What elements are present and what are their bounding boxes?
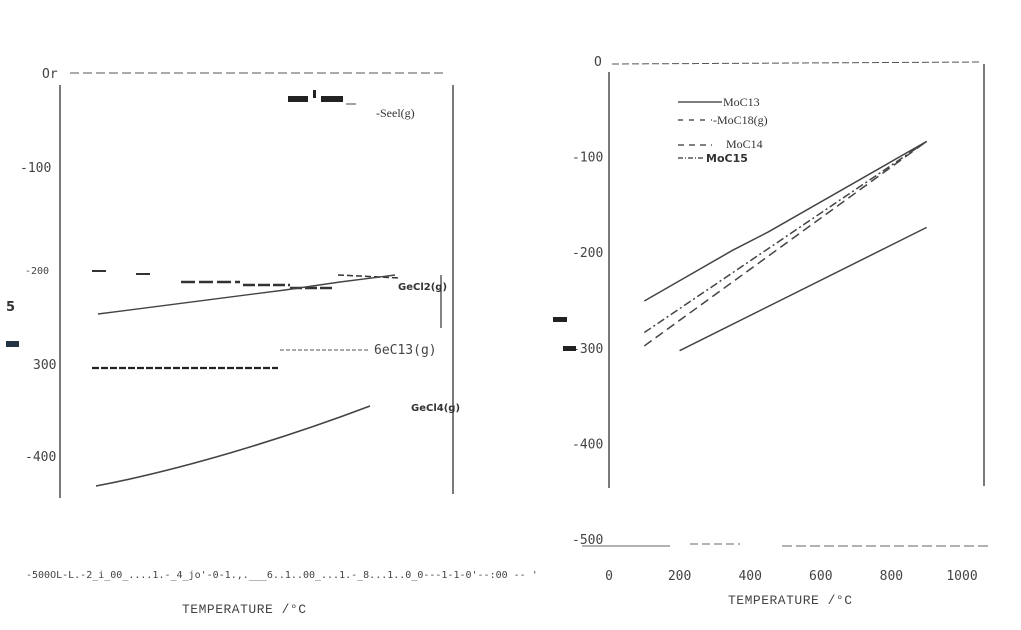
right-xtick-0: 0 bbox=[605, 569, 613, 584]
right-ytick-0: O bbox=[594, 55, 602, 70]
left-bottom-axis-text: -500OL-L.-2_i_00_....1.-_4_jo'-0-1.,.___… bbox=[26, 570, 538, 581]
label-gecl4: GeCl4(g) bbox=[411, 403, 460, 414]
right-top-border bbox=[611, 61, 983, 65]
left-ytick-100: -100 bbox=[20, 161, 51, 176]
label-gecl: -Seel(g) bbox=[376, 106, 415, 120]
right-series-line-2 bbox=[643, 140, 928, 347]
right-y-side-mark-1 bbox=[553, 317, 567, 322]
right-xtick-4: 800 bbox=[880, 569, 903, 584]
right-xtick-1: 200 bbox=[668, 569, 691, 584]
right-series-line-0 bbox=[679, 226, 928, 352]
left-series-gecl bbox=[288, 90, 356, 105]
left-ytick-0: Or bbox=[42, 67, 58, 82]
left-y-side-5: 5 bbox=[6, 300, 15, 315]
right-series-line-3 bbox=[643, 140, 928, 334]
right-ytick-4: -400 bbox=[572, 437, 603, 452]
label-gecl3: 6eC13(g) bbox=[374, 343, 437, 358]
legend-label-mocl5: MoC15 bbox=[706, 152, 748, 165]
legend-label-mocl3g: -MoC18(g) bbox=[713, 113, 768, 127]
right-chart: O-100-200-300-400-500 0 200 400 600 800 1000 … bbox=[553, 55, 990, 608]
right-series-line-1 bbox=[643, 140, 928, 302]
left-y-side-mark bbox=[6, 341, 19, 347]
gecl2-solid bbox=[97, 274, 396, 315]
gecl2-dash-6 bbox=[337, 274, 401, 279]
left-xlabel: TEMPERATURE /°C bbox=[182, 602, 307, 617]
label-gecl2: GeCl2(g) bbox=[398, 282, 447, 293]
right-legend: MoC13 -MoC18(g) MoC14 MoC15 bbox=[678, 95, 768, 165]
right-series bbox=[643, 140, 928, 352]
right-xtick-5: 1000 bbox=[946, 569, 977, 584]
right-xticks: 0 200 400 600 800 1000 bbox=[605, 569, 978, 584]
left-chart: Or -100 -200 300 -400 5 -Seel(g) GeCl2(g… bbox=[6, 67, 538, 617]
right-ytick-1: -100 bbox=[572, 151, 603, 166]
legend-label-mocl3: MoC13 bbox=[723, 95, 760, 109]
right-ytick-5: -500 bbox=[572, 533, 603, 548]
left-ytick-200: -200 bbox=[25, 266, 49, 277]
left-ytick-300: 300 bbox=[33, 358, 56, 373]
right-xtick-3: 600 bbox=[809, 569, 832, 584]
right-ytick-3: -300 bbox=[572, 342, 603, 357]
gecl-mark-2 bbox=[313, 90, 316, 98]
left-ytick-400: -400 bbox=[25, 450, 56, 465]
right-xlabel: TEMPERATURE /°C bbox=[728, 593, 853, 608]
gecl4-curve bbox=[95, 405, 371, 487]
legend-label-mocl4: MoC14 bbox=[726, 137, 763, 151]
right-xtick-2: 400 bbox=[738, 569, 761, 584]
gecl-mark-1 bbox=[288, 96, 308, 102]
right-y-side-mark-2 bbox=[563, 346, 576, 351]
right-ytick-2: -200 bbox=[572, 246, 603, 261]
right-yticks: O -100 -200 -300 -400 -500 bbox=[572, 55, 603, 548]
gecl-mark-3 bbox=[321, 96, 343, 102]
